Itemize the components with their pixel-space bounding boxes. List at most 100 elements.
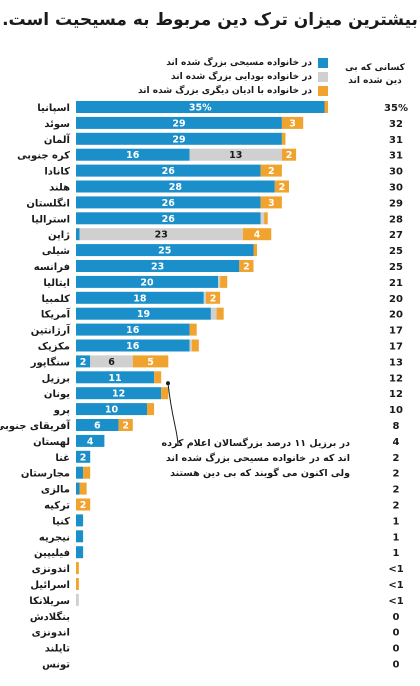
category-label: استرالیا bbox=[31, 214, 70, 225]
bar-segment bbox=[203, 291, 206, 304]
category-label: ایتالیا bbox=[43, 278, 70, 289]
category-label: نیجریه bbox=[39, 532, 70, 543]
bar-value-label: 12 bbox=[112, 389, 125, 400]
bar-segment bbox=[264, 212, 268, 225]
bar-segment bbox=[154, 371, 162, 384]
bar-segment bbox=[76, 546, 84, 559]
bar-value-label: 19 bbox=[137, 309, 150, 320]
category-label: برزیل bbox=[42, 373, 70, 384]
bar-segment bbox=[76, 116, 282, 129]
bar-segment bbox=[191, 339, 199, 352]
bar-segment bbox=[76, 101, 325, 113]
total-value: 8 bbox=[393, 421, 400, 432]
bar-segment bbox=[76, 482, 80, 495]
category-label: سریلانکا bbox=[29, 596, 70, 607]
annotation-pointer bbox=[167, 383, 179, 447]
bar-segment bbox=[324, 101, 329, 113]
category-label: لهستان bbox=[33, 437, 70, 448]
bar-segment bbox=[281, 116, 304, 129]
bar-segment bbox=[210, 307, 217, 320]
total-value: 30 bbox=[389, 183, 403, 194]
bar-segment bbox=[220, 275, 228, 288]
total-value: 17 bbox=[389, 326, 403, 337]
total-value: 20 bbox=[389, 310, 403, 321]
total-value: 31 bbox=[389, 151, 403, 162]
bar-segment bbox=[260, 212, 265, 225]
total-value: 0 bbox=[393, 644, 400, 655]
bar-segment bbox=[76, 562, 79, 575]
bar-segment bbox=[76, 419, 119, 431]
bar-segment bbox=[76, 275, 218, 288]
legend-swatch-christian bbox=[318, 58, 328, 68]
bar-value-label: 16 bbox=[126, 341, 140, 352]
total-value: 0 bbox=[393, 628, 400, 639]
legend-swatch-buddhist bbox=[318, 72, 328, 82]
bar-segment bbox=[161, 387, 169, 400]
category-label: کنیا bbox=[52, 516, 70, 527]
bar-segment bbox=[239, 260, 254, 272]
bar-value-label: 11 bbox=[108, 373, 121, 384]
bar-value-label: 3 bbox=[268, 198, 275, 209]
total-value: 12 bbox=[389, 373, 403, 384]
legend-swatch-other bbox=[318, 86, 328, 96]
category-label: ترکیه bbox=[44, 501, 70, 512]
category-label: کره جنوبی bbox=[17, 151, 70, 162]
bar-value-label: 26 bbox=[162, 214, 176, 225]
total-value: 10 bbox=[389, 405, 403, 416]
bar-value-label: 2 bbox=[279, 182, 286, 193]
bar-segment bbox=[76, 244, 254, 257]
total-value: 20 bbox=[389, 294, 403, 305]
bar-segment bbox=[83, 466, 91, 479]
bar-segment bbox=[76, 212, 261, 225]
bar-segment bbox=[76, 355, 91, 368]
total-value: <1 bbox=[388, 596, 403, 607]
legend-label-christian: در خانواده مسیحی بزرگ شده اند bbox=[166, 58, 312, 68]
total-value: 17 bbox=[389, 342, 403, 353]
category-label: آرژانتین bbox=[31, 324, 71, 337]
bar-value-label: 29 bbox=[172, 118, 185, 129]
category-label: شیلی bbox=[42, 246, 70, 257]
bar-segment bbox=[79, 228, 243, 241]
bar-segment bbox=[253, 244, 258, 257]
category-label: هلند bbox=[49, 183, 70, 194]
total-value: 32 bbox=[389, 119, 403, 130]
bar-value-label: 16 bbox=[126, 150, 140, 161]
bar-segment bbox=[76, 578, 79, 590]
bar-value-label: 6 bbox=[108, 357, 115, 368]
bar-segment bbox=[218, 275, 221, 288]
total-value: <1 bbox=[388, 580, 403, 591]
bar-value-label: 2 bbox=[80, 357, 87, 368]
bar-segment bbox=[76, 434, 105, 447]
bar-segment bbox=[76, 132, 282, 145]
bar-segment bbox=[76, 403, 147, 416]
bar-value-label: 5 bbox=[147, 357, 154, 368]
bar-value-label: 2 bbox=[286, 150, 293, 161]
category-label: تایلند bbox=[45, 644, 70, 655]
bar-value-label: 18 bbox=[133, 293, 147, 304]
category-label: اندونزی bbox=[32, 564, 70, 575]
bar-segment bbox=[189, 323, 197, 336]
category-label: آمریکا bbox=[41, 308, 71, 321]
total-value: 25 bbox=[389, 262, 403, 273]
bar-value-label: 2 bbox=[243, 262, 250, 273]
category-label: مالزی bbox=[41, 485, 70, 496]
legend-item-other: در خانواده با ادیان دیگری بزرگ شده اند bbox=[138, 84, 328, 98]
bar-value-label: 29 bbox=[172, 134, 185, 145]
bar-value-label: 6 bbox=[94, 421, 101, 432]
category-label: اسرائیل bbox=[30, 580, 70, 591]
bar-segment bbox=[242, 228, 272, 241]
total-value: 35% bbox=[384, 103, 408, 114]
bar-segment bbox=[76, 593, 79, 606]
bar-segment bbox=[281, 132, 286, 145]
bar-value-label: 23 bbox=[155, 230, 168, 241]
total-value: 30 bbox=[389, 167, 403, 178]
category-label: مجارستان bbox=[21, 469, 70, 480]
total-value: 21 bbox=[389, 278, 403, 289]
total-value: 25 bbox=[389, 246, 403, 257]
category-label: فیلیپین bbox=[34, 548, 70, 559]
bar-segment bbox=[281, 148, 297, 161]
bar-value-label: 13 bbox=[229, 150, 242, 161]
total-value: 2 bbox=[393, 485, 400, 496]
legend-label-other: در خانواده با ادیان دیگری بزرگ شده اند bbox=[137, 86, 312, 96]
total-value: 1 bbox=[393, 516, 400, 527]
